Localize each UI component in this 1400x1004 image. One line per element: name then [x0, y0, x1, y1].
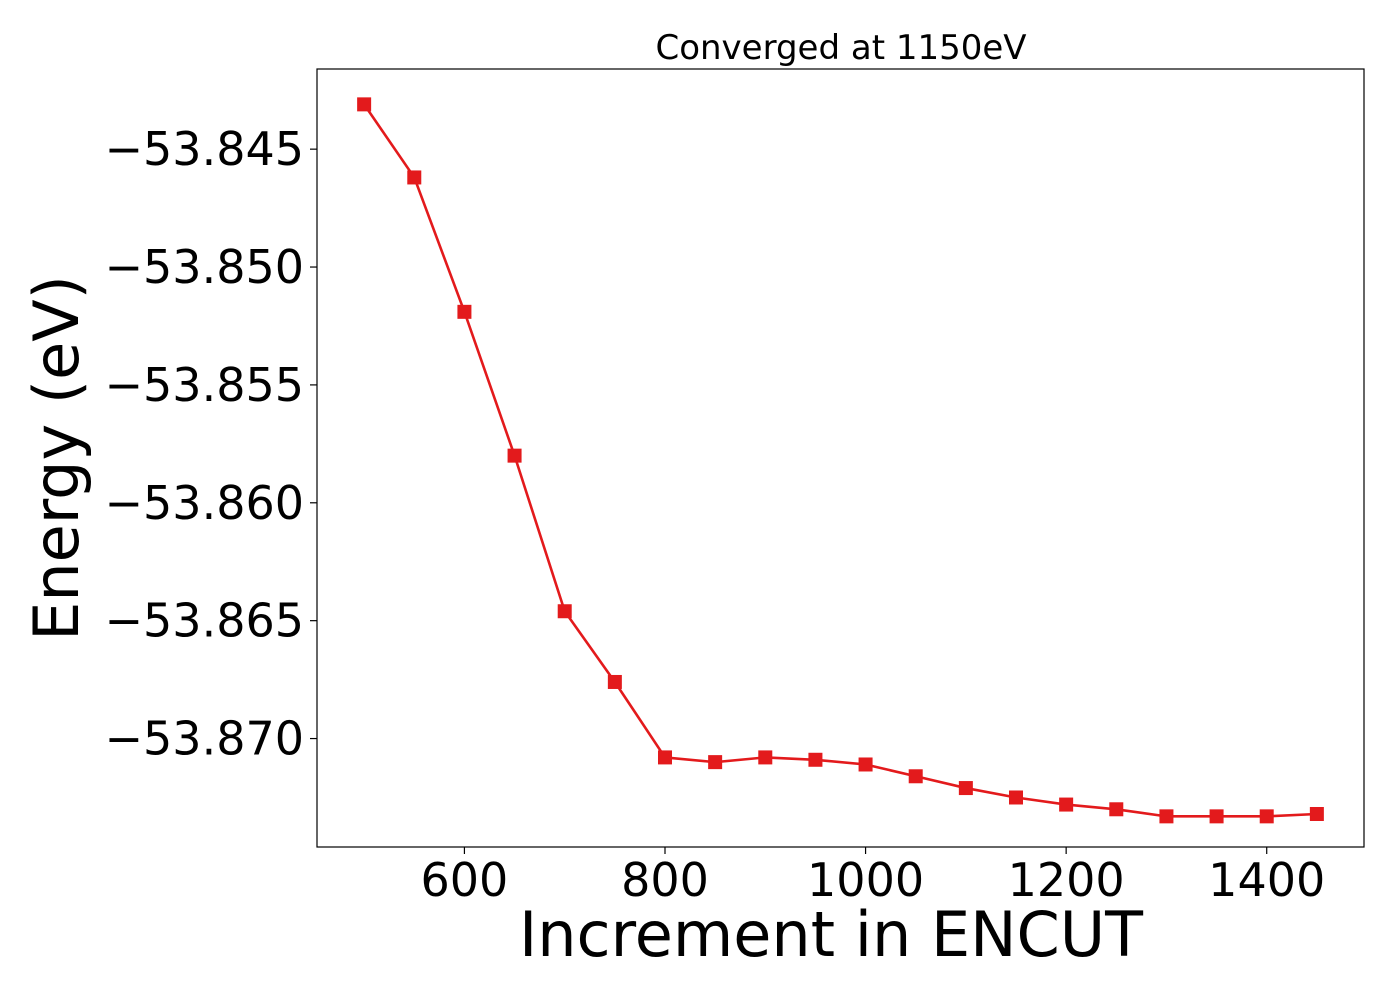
y-tick-label: −53.845	[105, 122, 305, 176]
data-point-marker	[457, 304, 472, 319]
series-line	[363, 103, 1317, 818]
data-point-marker	[507, 448, 522, 463]
series-layer	[357, 97, 1324, 824]
y-axis-ticks: −53.845 −53.850 −53.855 −53.860 −53.865 −53.8…	[105, 122, 317, 766]
data-point-marker	[607, 674, 622, 689]
x-tick-label: 600	[421, 853, 509, 907]
x-tick-label: 800	[621, 853, 709, 907]
data-point-marker	[708, 755, 723, 770]
y-tick-label: −53.850	[105, 240, 305, 294]
data-point-marker	[908, 769, 923, 784]
data-point-marker	[1059, 797, 1074, 812]
plot-area-frame	[316, 68, 1365, 848]
x-tick-label: 1400	[1208, 853, 1325, 907]
y-axis-label: Energy (eV)	[20, 275, 93, 641]
data-point-marker	[1259, 809, 1274, 824]
data-point-marker	[758, 750, 773, 765]
y-tick-label: −53.860	[105, 476, 305, 530]
data-point-marker	[1309, 806, 1324, 821]
data-point-marker	[958, 781, 973, 796]
data-point-marker	[1209, 809, 1224, 824]
data-point-marker	[1009, 790, 1024, 805]
y-tick-label: −53.870	[105, 712, 305, 766]
data-point-marker	[808, 752, 823, 767]
data-point-marker	[407, 170, 422, 185]
data-point-marker	[657, 750, 672, 765]
data-point-marker	[357, 97, 372, 112]
x-tick-label: 1000	[807, 853, 924, 907]
x-axis-label: Increment in ENCUT	[519, 898, 1144, 971]
data-point-marker	[1159, 809, 1174, 824]
x-axis-ticks: 600 800 1000 1200 1400	[421, 847, 1325, 907]
x-tick-label: 1200	[1008, 853, 1125, 907]
data-point-marker	[557, 604, 572, 619]
data-point-marker	[858, 757, 873, 772]
chart-title: Converged at 1150eV	[655, 28, 1026, 68]
data-point-marker	[1109, 802, 1124, 817]
y-tick-label: −53.855	[105, 358, 305, 412]
y-tick-label: −53.865	[105, 594, 305, 648]
